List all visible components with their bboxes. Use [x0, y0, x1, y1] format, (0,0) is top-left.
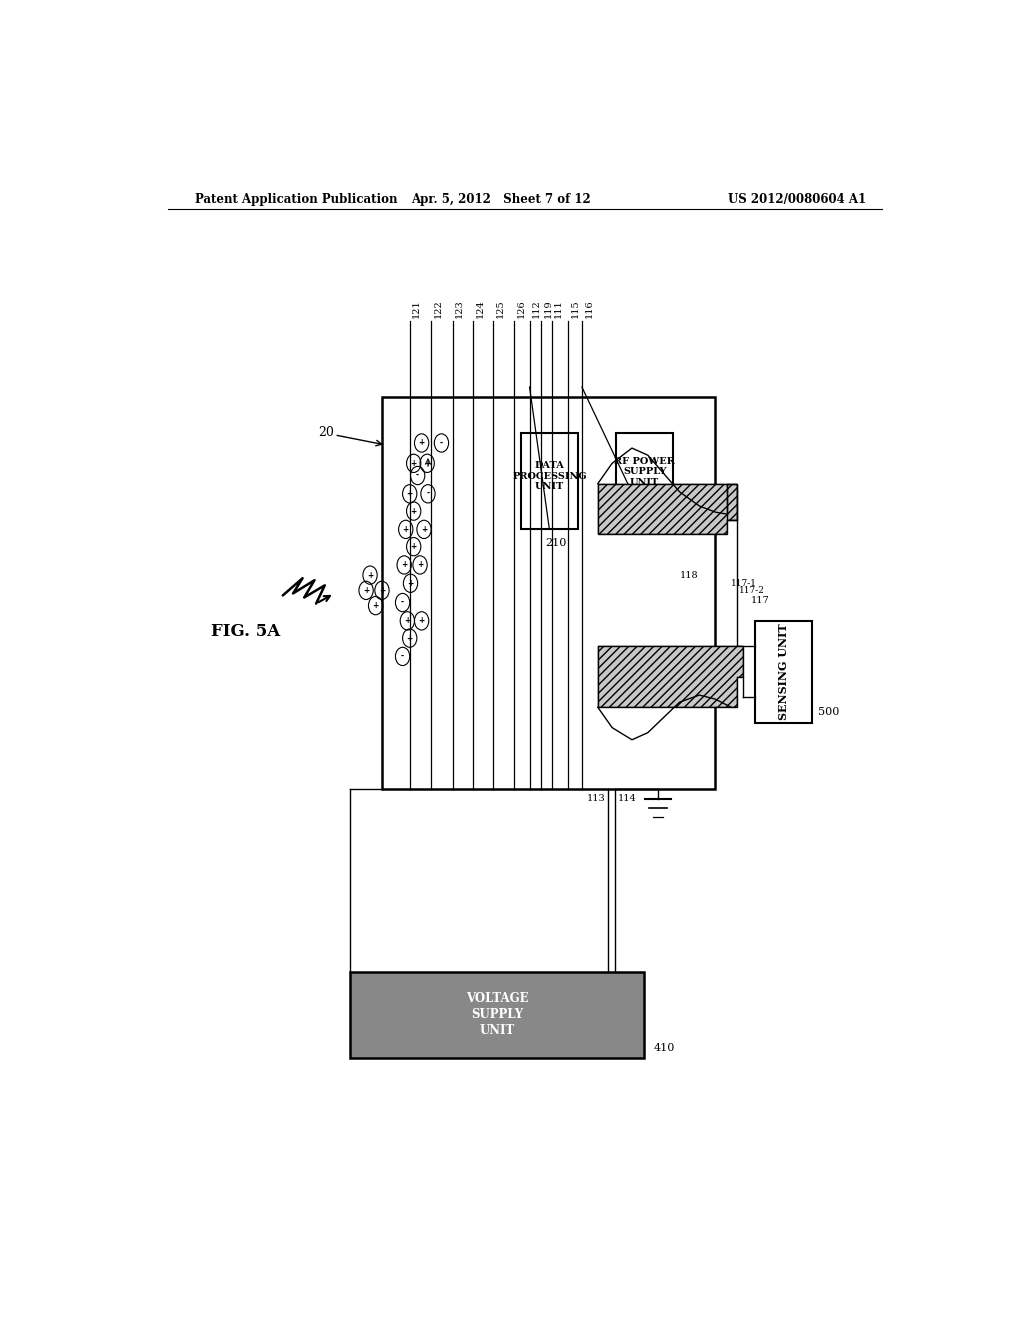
Text: +: +: [407, 490, 413, 499]
Text: 126: 126: [517, 300, 526, 318]
Text: 125: 125: [496, 300, 505, 318]
Text: +: +: [424, 459, 430, 467]
Text: 117: 117: [751, 597, 770, 605]
Polygon shape: [598, 647, 743, 708]
Text: +: +: [411, 459, 417, 467]
Bar: [727, 483, 736, 520]
Text: 119: 119: [544, 300, 553, 318]
Text: 118: 118: [680, 570, 698, 579]
Text: +: +: [362, 586, 370, 595]
Text: SENSING UNIT: SENSING UNIT: [778, 623, 790, 719]
Text: 115: 115: [570, 300, 580, 318]
Text: -: -: [401, 652, 404, 661]
Text: -: -: [401, 598, 404, 607]
Text: +: +: [373, 601, 379, 610]
Text: 20: 20: [318, 426, 335, 440]
Text: 117-2: 117-2: [739, 586, 765, 595]
Text: -: -: [416, 471, 419, 480]
Text: -: -: [426, 490, 429, 499]
Text: 114: 114: [617, 793, 636, 803]
Text: 124: 124: [475, 300, 484, 318]
Text: Patent Application Publication: Patent Application Publication: [196, 193, 398, 206]
Text: RF POWER
SUPPLY
UNIT: RF POWER SUPPLY UNIT: [614, 457, 675, 487]
Text: 123: 123: [455, 300, 464, 318]
Text: +: +: [367, 570, 373, 579]
Bar: [350, 972, 644, 1057]
Text: 300: 300: [646, 528, 668, 537]
Text: 111: 111: [554, 300, 563, 318]
Bar: [616, 433, 673, 519]
Bar: [382, 397, 715, 788]
Text: +: +: [401, 561, 408, 569]
Text: 113: 113: [587, 793, 606, 803]
Text: VOLTAGE
SUPPLY
UNIT: VOLTAGE SUPPLY UNIT: [466, 993, 528, 1038]
Text: +: +: [421, 525, 427, 533]
Text: +: +: [402, 525, 409, 533]
Text: 112: 112: [531, 300, 541, 318]
Text: +: +: [379, 586, 385, 595]
Text: +: +: [404, 616, 411, 626]
Bar: [755, 620, 812, 722]
Text: DATA
PROCESSING
UNIT: DATA PROCESSING UNIT: [512, 462, 587, 491]
Text: 121: 121: [412, 300, 421, 318]
Text: 117-1: 117-1: [731, 578, 757, 587]
Text: +: +: [419, 438, 425, 447]
Polygon shape: [598, 483, 736, 535]
Text: 210: 210: [545, 537, 566, 548]
Text: Apr. 5, 2012   Sheet 7 of 12: Apr. 5, 2012 Sheet 7 of 12: [411, 193, 591, 206]
Text: 410: 410: [653, 1043, 675, 1053]
Text: 122: 122: [433, 300, 442, 318]
Bar: [521, 433, 578, 529]
Text: US 2012/0080604 A1: US 2012/0080604 A1: [728, 193, 866, 206]
Text: 500: 500: [818, 708, 840, 718]
Text: 116: 116: [585, 300, 593, 318]
Text: +: +: [417, 561, 423, 569]
Text: +: +: [407, 634, 413, 643]
Text: +: +: [419, 616, 425, 626]
Text: FIG. 5A: FIG. 5A: [211, 623, 281, 639]
Text: -: -: [440, 438, 443, 447]
Text: +: +: [408, 578, 414, 587]
Text: +: +: [411, 543, 417, 552]
Text: +: +: [411, 507, 417, 516]
